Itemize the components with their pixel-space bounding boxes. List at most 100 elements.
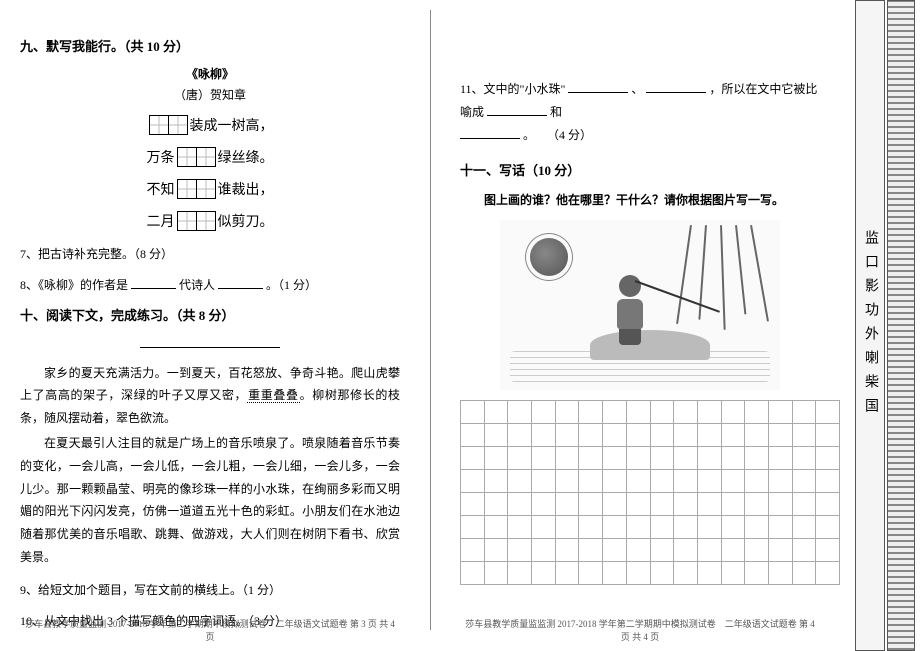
grid-cell: [674, 424, 698, 447]
q11-heading: 十一、写话（10 分）: [460, 160, 820, 179]
grid-cell: [650, 470, 674, 493]
grid-cell: [603, 470, 627, 493]
grid-cell: [532, 493, 556, 516]
grid-cell: [697, 562, 721, 585]
blank: [131, 275, 176, 289]
blank: [568, 79, 628, 93]
grid-cell: [555, 447, 579, 470]
grid-cell: [721, 562, 745, 585]
poem-prefix: 万条: [147, 147, 175, 167]
grid-cell: [532, 447, 556, 470]
grid-cell: [508, 562, 532, 585]
grid-cell: [816, 424, 840, 447]
poem-prefix: 不知: [147, 179, 175, 199]
grid-cell: [626, 516, 650, 539]
grid-cell: [484, 401, 508, 424]
poem-line: 装成一树高，: [20, 115, 400, 135]
grid-cell: [745, 562, 769, 585]
poem-prefix: 二月: [147, 211, 175, 231]
grid-cell: [508, 493, 532, 516]
poem-suffix: 似剪刀。: [218, 211, 274, 231]
grid-cell: [816, 401, 840, 424]
grid-cell: [603, 424, 627, 447]
grid-cell: [508, 447, 532, 470]
grid-cell: [721, 470, 745, 493]
q8-part-c: 。（1 分）: [266, 278, 317, 292]
grid-cell: [650, 401, 674, 424]
grid-cell: [484, 447, 508, 470]
grid-cell: [768, 516, 792, 539]
passage-p1: 家乡的夏天充满活力。一到夏天，百花怒放、争奇斗艳。爬山虎攀上了高高的架子，深绿的…: [20, 362, 400, 430]
grid-cell: [532, 562, 556, 585]
q11a: 11、文中的"小水珠": [460, 82, 565, 96]
grid-cell: [461, 470, 485, 493]
grid-cell: [792, 493, 816, 516]
grid-cell: [816, 562, 840, 585]
writing-grid: [460, 400, 840, 585]
grid-cell: [650, 539, 674, 562]
grid-cell: [745, 539, 769, 562]
grid-cell: [603, 493, 627, 516]
grid-cell: [603, 516, 627, 539]
poem-line: 二月 似剪刀。: [20, 211, 400, 231]
grid-cell: [816, 516, 840, 539]
blank: [646, 79, 706, 93]
p1-dotted: 重重叠叠: [247, 388, 299, 403]
q11: 11、文中的"小水珠" 、 ，所以在文中它被比喻成 和 。 （4 分）: [460, 78, 820, 146]
grid-cell: [792, 424, 816, 447]
grid-cell: [603, 562, 627, 585]
grid-cell: [508, 539, 532, 562]
grid-cell: [745, 447, 769, 470]
grid-cell: [768, 401, 792, 424]
grid-cell: [626, 539, 650, 562]
grid-cell: [650, 447, 674, 470]
grid-cell: [768, 424, 792, 447]
grid-cell: [697, 539, 721, 562]
binder-text: 监口影功外喇柴国: [860, 230, 880, 422]
grid-cell: [461, 493, 485, 516]
grid-cell: [484, 516, 508, 539]
grid-cell: [579, 539, 603, 562]
grid-cell: [745, 401, 769, 424]
title-blank: [140, 334, 280, 348]
grid-cell: [745, 493, 769, 516]
grid-cell: [745, 424, 769, 447]
grid-cell: [626, 401, 650, 424]
grid-cell: [461, 562, 485, 585]
grid-cell: [674, 562, 698, 585]
grid-cell: [579, 562, 603, 585]
grid-cell: [603, 447, 627, 470]
grid-cell: [721, 424, 745, 447]
grid-cell: [697, 424, 721, 447]
grid-cell: [674, 516, 698, 539]
grid-cell: [555, 562, 579, 585]
footer-left: 莎车县教学质量监测 2017-2018 学年第二学期期中模拟测试卷 二年级语文试…: [20, 617, 400, 643]
grid-cell: [745, 470, 769, 493]
grid-cell: [532, 516, 556, 539]
grid-cell: [650, 493, 674, 516]
bank-icon: [590, 330, 710, 360]
grid-cell: [461, 539, 485, 562]
passage-p2: 在夏天最引人注目的就是广场上的音乐喷泉了。喷泉随着音乐节奏的变化，一会儿高，一会…: [20, 432, 400, 569]
char-box: [177, 211, 216, 231]
q7: 7、把古诗补充完整。（8 分）: [20, 243, 400, 266]
grid-cell: [792, 562, 816, 585]
grid-cell: [461, 447, 485, 470]
grid-cell: [792, 516, 816, 539]
grid-cell: [697, 401, 721, 424]
q11d: 和: [550, 105, 562, 119]
grid-cell: [721, 516, 745, 539]
grid-cell: [816, 470, 840, 493]
grid-cell: [532, 539, 556, 562]
grid-cell: [792, 539, 816, 562]
grid-cell: [461, 424, 485, 447]
char-box: [177, 147, 216, 167]
q8-part-a: 8、《咏柳》的作者是: [20, 278, 128, 292]
grid-cell: [721, 539, 745, 562]
grid-cell: [508, 424, 532, 447]
poem-line: 不知 谁裁出，: [20, 179, 400, 199]
grid-cell: [579, 516, 603, 539]
grid-cell: [697, 493, 721, 516]
grid-cell: [484, 562, 508, 585]
grid-cell: [508, 516, 532, 539]
